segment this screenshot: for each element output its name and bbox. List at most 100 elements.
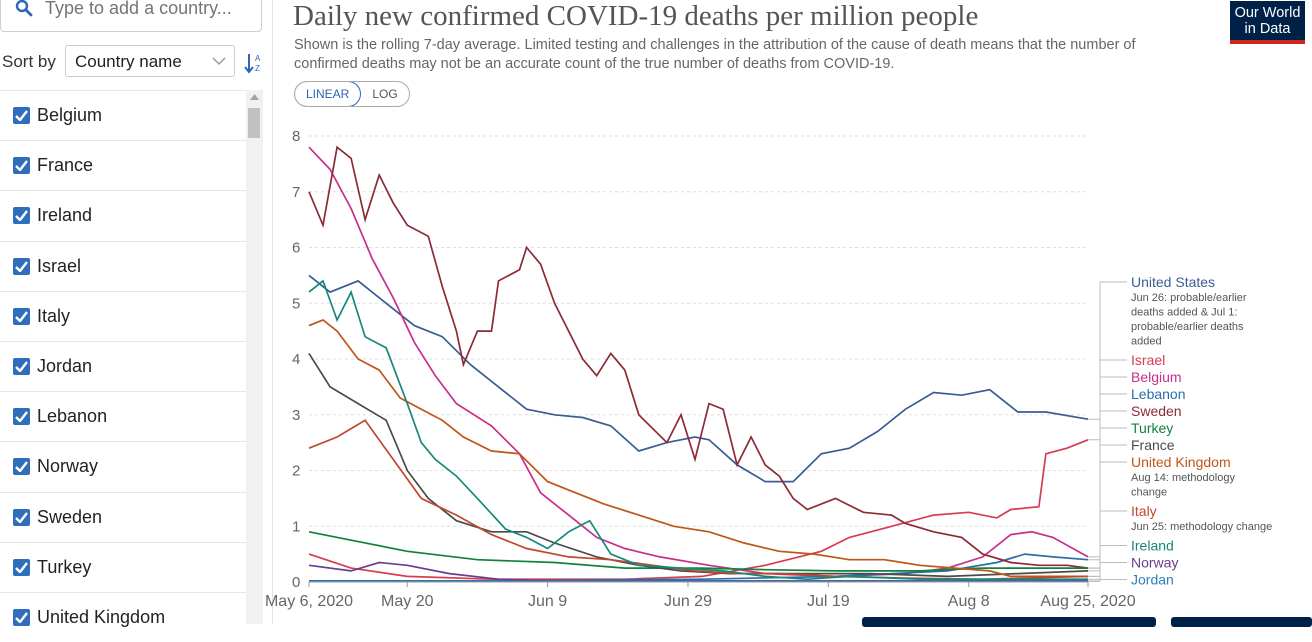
- country-name: Italy: [37, 305, 71, 326]
- y-tick-label: 7: [292, 184, 300, 201]
- checkbox-checked-icon[interactable]: [13, 408, 30, 426]
- y-tick-label: 0: [292, 574, 300, 591]
- country-name: Ireland: [37, 205, 93, 226]
- series-annotation: Aug 14: methodology: [1131, 472, 1235, 484]
- series-label: Sweden: [1131, 403, 1182, 419]
- checkbox-checked-icon[interactable]: [13, 609, 30, 626]
- checkbox-checked-icon[interactable]: [13, 107, 30, 124]
- x-tick-label: Jun 9: [528, 593, 567, 610]
- series-line[interactable]: [308, 419, 1089, 581]
- label-connector: [1088, 281, 1127, 420]
- y-tick-label: 3: [292, 407, 300, 424]
- country-row[interactable]: Italy: [0, 290, 246, 341]
- checkbox-checked-icon[interactable]: [13, 307, 30, 325]
- chart-gridlines: 0 1 2 3 4 5 6 7 8: [292, 128, 1088, 591]
- series-line[interactable]: [308, 146, 1089, 578]
- series-line[interactable]: [308, 319, 1088, 578]
- checkbox-checked-icon[interactable]: [13, 157, 30, 175]
- series-line[interactable]: [308, 439, 1089, 581]
- label-connector: [1088, 579, 1127, 582]
- chart-series-labels: United States Jun 26: probable/earlier dea…: [1088, 274, 1272, 588]
- country-name: Israel: [37, 255, 82, 276]
- x-tick-label: May 6, 2020: [265, 593, 353, 610]
- y-tick-label: 4: [292, 351, 300, 368]
- series-annotation: deaths added & Jul 1:: [1131, 307, 1237, 319]
- footer-download-bar[interactable]: [1171, 617, 1312, 627]
- sort-select[interactable]: Country name: [65, 45, 235, 77]
- series-line[interactable]: [308, 274, 1089, 483]
- series-label: Italy: [1131, 503, 1157, 519]
- country-name: Norway: [37, 456, 99, 477]
- checkbox-checked-icon[interactable]: [13, 358, 30, 375]
- sort-row: Sort by Country name A Z: [0, 44, 272, 78]
- label-connector: [1088, 376, 1127, 558]
- chart-subtitle: Shown is the rolling 7-day average. Limi…: [294, 37, 1136, 72]
- label-connector: [1088, 510, 1127, 577]
- log-scale-button[interactable]: LOG: [372, 87, 398, 101]
- chart-title: Daily new confirmed COVID-19 deaths per …: [293, 0, 979, 32]
- country-name: Sweden: [37, 506, 103, 527]
- chart-x-axis: May 6, 2020 May 20 Jun 9 Jun 29 Jul 19 Aug 8 A…: [265, 581, 1136, 610]
- country-name: Lebanon: [37, 406, 108, 427]
- country-sidebar: Sort by Country name A Z Belgium France Ir…: [0, 0, 273, 627]
- label-connector: [1088, 461, 1127, 577]
- series-line[interactable]: [308, 561, 1088, 582]
- chevron-down-icon: [212, 57, 226, 66]
- country-search-input[interactable]: [43, 0, 257, 20]
- label-connector: [1088, 427, 1127, 569]
- footer-tab-bar[interactable]: [862, 617, 1156, 627]
- x-tick-label: Aug 8: [948, 593, 990, 610]
- series-annotation: probable/earlier deaths: [1131, 321, 1244, 333]
- country-name: Belgium: [37, 105, 103, 125]
- linear-scale-button[interactable]: LINEAR: [294, 82, 362, 106]
- chart-series: [308, 145, 1089, 583]
- y-tick-label: 1: [292, 518, 300, 535]
- logo-line-1: Our World: [1234, 5, 1301, 21]
- country-row[interactable]: Norway: [0, 441, 246, 491]
- y-tick-label: 2: [292, 463, 300, 480]
- series-label: Lebanon: [1131, 386, 1186, 402]
- series-line[interactable]: [308, 279, 1088, 581]
- scale-toggle: LINEAR LOG: [294, 81, 410, 107]
- country-row[interactable]: Turkey: [0, 541, 246, 592]
- sort-label: Sort by: [2, 52, 56, 71]
- logo-line-2: in Data: [1244, 21, 1291, 37]
- country-row[interactable]: Israel: [0, 240, 246, 291]
- country-row[interactable]: Jordan: [0, 341, 246, 391]
- country-name: United Kingdom: [37, 607, 166, 627]
- series-label: Ireland: [1131, 538, 1174, 554]
- series-line[interactable]: [309, 553, 1089, 582]
- series-annotation: Jun 25: methodology change: [1131, 521, 1272, 533]
- country-row[interactable]: United Kingdom: [0, 592, 246, 642]
- country-row[interactable]: Sweden: [0, 491, 246, 542]
- country-row[interactable]: France: [0, 140, 246, 190]
- country-name: Turkey: [37, 556, 92, 577]
- svg-text:A: A: [255, 54, 261, 63]
- svg-text:Z: Z: [255, 64, 260, 73]
- series-line[interactable]: [308, 145, 1089, 569]
- country-search-box[interactable]: [0, 0, 262, 32]
- checkbox-checked-icon[interactable]: [13, 508, 30, 526]
- label-connector: [1088, 393, 1127, 561]
- country-row[interactable]: Ireland: [0, 190, 246, 240]
- checkbox-checked-icon[interactable]: [13, 207, 30, 225]
- label-connector: [1088, 359, 1127, 441]
- sort-order-icon[interactable]: A Z: [244, 52, 264, 74]
- series-label: Turkey: [1131, 420, 1173, 436]
- x-tick-label: Jul 19: [807, 593, 850, 610]
- checkbox-checked-icon[interactable]: [13, 558, 30, 576]
- country-row[interactable]: Belgium: [0, 90, 246, 140]
- x-tick-label: Aug 25, 2020: [1040, 593, 1135, 610]
- country-list-scrollbar[interactable]: [246, 90, 263, 624]
- series-annotation: change: [1131, 487, 1167, 499]
- x-tick-label: Jun 29: [664, 593, 712, 610]
- scrollbar-thumb[interactable]: [248, 108, 260, 138]
- checkbox-checked-icon[interactable]: [13, 257, 30, 275]
- our-world-in-data-logo[interactable]: Our World in Data: [1230, 1, 1305, 44]
- scroll-up-arrow-icon[interactable]: [250, 94, 259, 100]
- checkbox-checked-icon[interactable]: [13, 458, 30, 476]
- country-row[interactable]: Lebanon: [0, 391, 246, 441]
- series-line[interactable]: [308, 530, 1088, 572]
- series-label: United Kingdom: [1131, 454, 1231, 470]
- series-line[interactable]: [308, 352, 1089, 578]
